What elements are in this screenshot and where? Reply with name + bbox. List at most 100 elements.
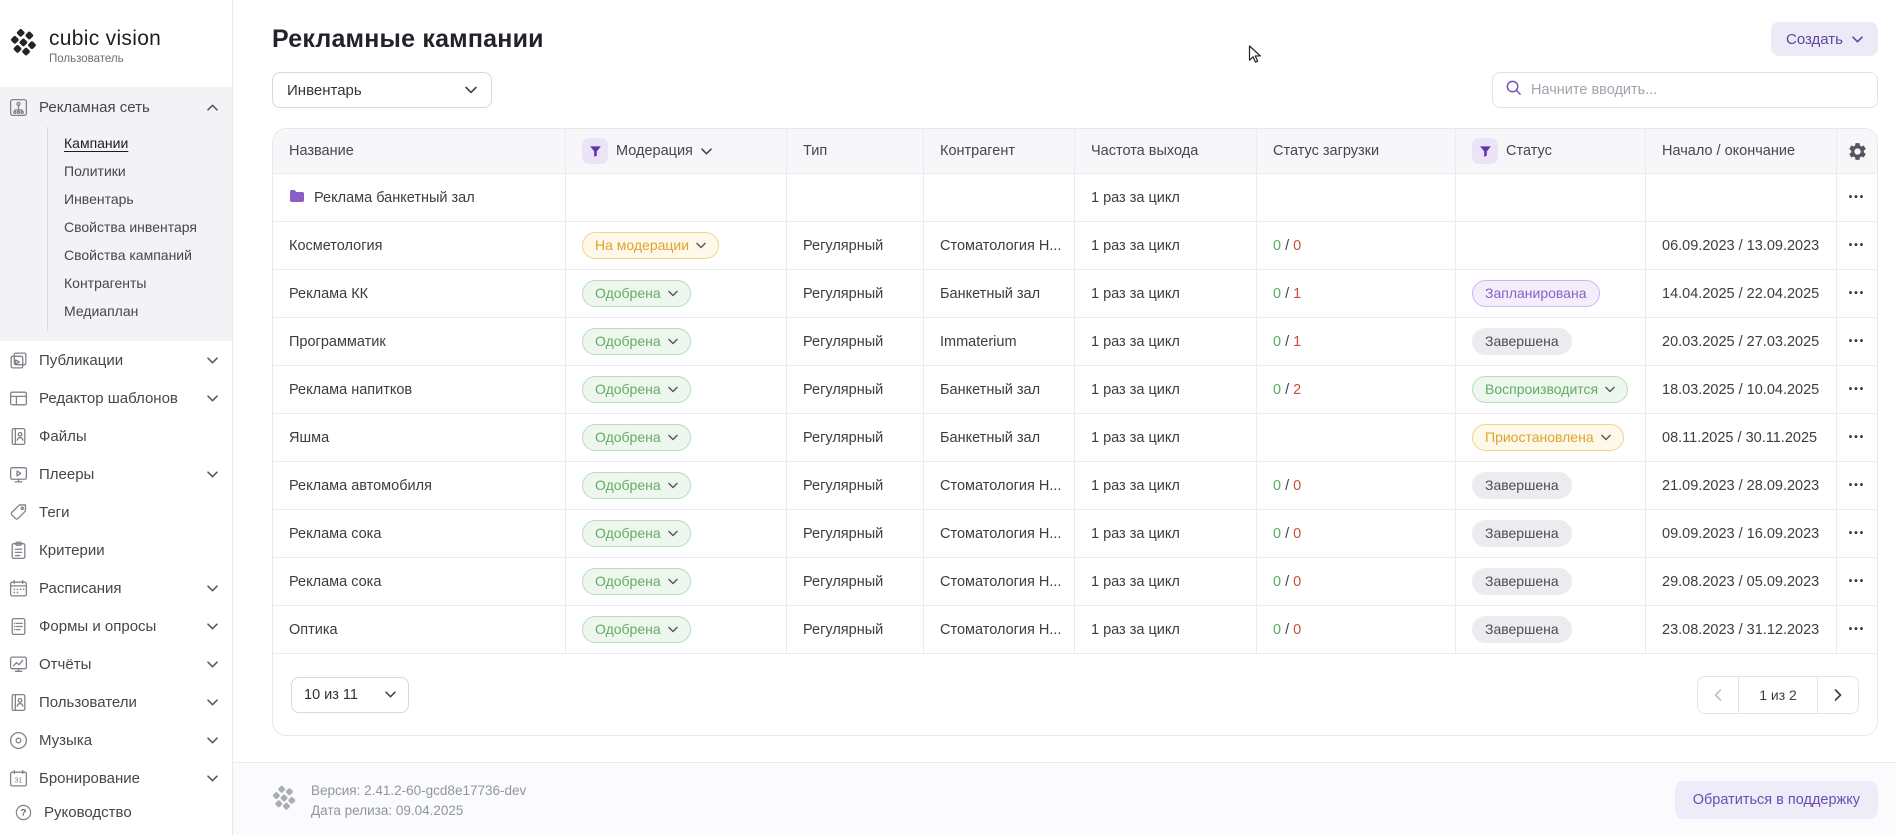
sidebar-item-6[interactable]: Расписания: [0, 569, 232, 607]
moderation-badge[interactable]: На модерации: [582, 231, 720, 260]
sidebar-subitem-2[interactable]: Инвентарь: [64, 191, 134, 207]
cell-name[interactable]: Реклама автомобиля: [273, 462, 566, 509]
cell-frequency: 1 раз за цикл: [1075, 366, 1257, 413]
column-settings-button[interactable]: [1837, 129, 1877, 173]
row-actions-button[interactable]: •••: [1837, 414, 1877, 461]
cell-dates: 08.11.2025 / 30.11.2025: [1646, 414, 1837, 461]
publications-icon: [7, 349, 29, 371]
support-button[interactable]: Обратиться в поддержку: [1674, 781, 1878, 819]
sidebar-item-9[interactable]: Пользователи: [0, 683, 232, 721]
criteria-icon: [7, 539, 29, 561]
cell-name[interactable]: Реклама банкетный зал: [273, 174, 566, 221]
sidebar-item-0[interactable]: Публикации: [0, 341, 232, 379]
cell-moderation: Одобрена: [566, 366, 787, 413]
table-row-9: Оптика Одобрена Регулярный Стоматология Н.…: [273, 605, 1877, 653]
chevron-down-icon: [667, 530, 678, 537]
column-header-6[interactable]: Статус: [1456, 129, 1646, 173]
chevron-down-icon: [667, 386, 678, 393]
version-text: Версия: 2.41.2-60-gcd8e17736-dev: [311, 783, 527, 798]
cell-status: Завершена: [1456, 462, 1646, 509]
moderation-badge[interactable]: Одобрена: [582, 375, 691, 404]
chevron-down-icon: [667, 482, 678, 489]
prev-page-button[interactable]: [1698, 676, 1738, 713]
cell-type: Регулярный: [787, 318, 924, 365]
cell-name[interactable]: Реклама сока: [273, 558, 566, 605]
cell-dates: 09.09.2023 / 16.09.2023: [1646, 510, 1837, 557]
tags-icon: [7, 501, 29, 523]
sidebar-item-1[interactable]: Редактор шаблонов: [0, 379, 232, 417]
cell-name[interactable]: Реклама КК: [273, 270, 566, 317]
moderation-badge[interactable]: Одобрена: [582, 567, 691, 596]
chevron-down-icon: [667, 290, 678, 297]
cell-name[interactable]: Косметология: [273, 222, 566, 269]
sidebar-subitem-5[interactable]: Контрагенты: [64, 275, 147, 291]
moderation-badge[interactable]: Одобрена: [582, 327, 691, 356]
cell-name[interactable]: Реклама сока: [273, 510, 566, 557]
search-input[interactable]: [1531, 82, 1865, 98]
row-actions-button[interactable]: •••: [1837, 222, 1877, 269]
sidebar-subitem-0[interactable]: Кампании: [64, 135, 129, 151]
next-page-button[interactable]: [1818, 676, 1858, 713]
ellipsis-icon: •••: [1848, 192, 1866, 203]
cell-moderation: На модерации: [566, 222, 787, 269]
cell-name[interactable]: Программатик: [273, 318, 566, 365]
sidebar-item-10[interactable]: Музыка: [0, 721, 232, 759]
sidebar-item-7[interactable]: Формы и опросы: [0, 607, 232, 645]
moderation-badge[interactable]: Одобрена: [582, 615, 691, 644]
controls-row: Инвентарь: [272, 72, 1878, 108]
row-actions-button[interactable]: •••: [1837, 174, 1877, 221]
page-size-select[interactable]: 10 из 11: [291, 676, 409, 713]
row-actions-button[interactable]: •••: [1837, 510, 1877, 557]
moderation-badge[interactable]: Одобрена: [582, 423, 691, 452]
row-actions-button[interactable]: •••: [1837, 366, 1877, 413]
sidebar-subitem-1[interactable]: Политики: [64, 163, 126, 179]
svg-text:31: 31: [14, 775, 22, 784]
sidebar-subitem-4[interactable]: Свойства кампаний: [64, 247, 192, 263]
cell-dates: 14.04.2025 / 22.04.2025: [1646, 270, 1837, 317]
filter-icon[interactable]: [582, 138, 608, 164]
sidebar-item-4[interactable]: Теги: [0, 493, 232, 531]
moderation-badge[interactable]: Одобрена: [582, 519, 691, 548]
sidebar-item-ad-network[interactable]: Рекламная сеть: [0, 87, 232, 127]
row-actions-button[interactable]: •••: [1837, 606, 1877, 653]
create-button[interactable]: Создать: [1770, 22, 1878, 56]
moderation-badge[interactable]: Одобрена: [582, 279, 691, 308]
cell-name[interactable]: Яшма: [273, 414, 566, 461]
svg-text:?: ?: [20, 807, 26, 818]
cell-name[interactable]: Оптика: [273, 606, 566, 653]
sidebar-subitem-6[interactable]: Медиаплан: [64, 303, 139, 319]
row-actions-button[interactable]: •••: [1837, 318, 1877, 365]
scope-select[interactable]: Инвентарь: [272, 72, 492, 108]
sidebar-item-11[interactable]: 31 Бронирование: [0, 759, 232, 797]
sidebar-item-5[interactable]: Критерии: [0, 531, 232, 569]
cell-load-status: 0 / 1: [1257, 318, 1456, 365]
cell-moderation: Одобрена: [566, 606, 787, 653]
row-actions-button[interactable]: •••: [1837, 462, 1877, 509]
status-badge: Завершена: [1472, 615, 1572, 644]
moderation-badge[interactable]: Одобрена: [582, 471, 691, 500]
table-row-2: Реклама КК Одобрена Регулярный Банкетный з…: [273, 269, 1877, 317]
sidebar-item-2[interactable]: Файлы: [0, 417, 232, 455]
cell-moderation: Одобрена: [566, 270, 787, 317]
row-actions-button[interactable]: •••: [1837, 558, 1877, 605]
sidebar-item-user[interactable]: Иванова Анна Ивановна: [0, 827, 232, 835]
ellipsis-icon: •••: [1848, 240, 1866, 251]
chevron-down-icon: [667, 338, 678, 345]
chevron-down-icon: [696, 242, 706, 249]
column-header-2: Тип: [787, 129, 924, 173]
sidebar-item-guide[interactable]: ? Руководство: [0, 797, 232, 827]
cell-name[interactable]: Реклама напитков: [273, 366, 566, 413]
status-badge[interactable]: Приостановлена: [1472, 423, 1624, 452]
cell-dates: 21.09.2023 / 28.09.2023: [1646, 462, 1837, 509]
status-badge[interactable]: Воспроизводится: [1472, 375, 1629, 404]
cell-type: Регулярный: [787, 510, 924, 557]
ellipsis-icon: •••: [1848, 528, 1866, 539]
column-header-1[interactable]: Модерация: [566, 129, 787, 173]
footer: Версия: 2.41.2-60-gcd8e17736-dev Дата ре…: [233, 762, 1896, 835]
cell-load-status: 0 / 0: [1257, 222, 1456, 269]
sidebar-subitem-3[interactable]: Свойства инвентаря: [64, 219, 197, 235]
filter-icon[interactable]: [1472, 138, 1498, 164]
row-actions-button[interactable]: •••: [1837, 270, 1877, 317]
sidebar-item-3[interactable]: Плееры: [0, 455, 232, 493]
sidebar-item-8[interactable]: Отчёты: [0, 645, 232, 683]
